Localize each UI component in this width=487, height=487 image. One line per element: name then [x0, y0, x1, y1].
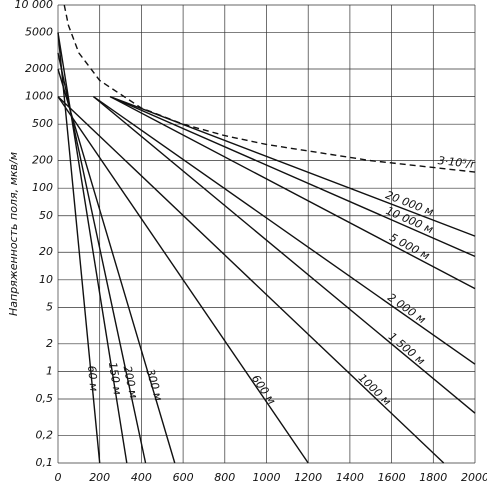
y-tick-label: 10 000	[15, 0, 54, 11]
y-tick-label: 100	[32, 181, 53, 194]
x-tick-label: 2000	[461, 471, 487, 484]
y-tick-label: 200	[32, 154, 53, 167]
x-tick-label: 200	[89, 471, 110, 484]
curve	[109, 95, 476, 258]
y-tick-label: 20	[39, 245, 53, 258]
curve-label: 600 м	[249, 373, 278, 407]
y-tick-label: 0,1	[36, 456, 54, 469]
curve	[92, 96, 476, 414]
curve	[57, 32, 128, 464]
x-tick-label: 1000	[253, 471, 281, 484]
y-tick-label: 2000	[25, 62, 53, 75]
x-tick-label: 800	[214, 471, 235, 484]
curve	[57, 96, 309, 464]
y-tick-label: 1000	[25, 90, 53, 103]
curve-label: 300 м	[143, 367, 165, 402]
y-tick-label: 10	[39, 273, 53, 286]
y-tick-label: 2	[46, 337, 53, 350]
curve	[57, 52, 147, 464]
x-tick-label: 0	[55, 471, 62, 484]
y-tick-label: 0,2	[36, 428, 54, 441]
curve-label: 60 м	[85, 365, 100, 392]
curve-label: 150 м	[106, 361, 124, 395]
x-tick-label: 1400	[336, 471, 364, 484]
curve-label: 200 м	[121, 365, 141, 400]
y-tick-label: 50	[39, 209, 53, 222]
y-tick-label: 1	[46, 364, 53, 377]
x-tick-label: 400	[131, 471, 152, 484]
curve-label: 1 500 м	[386, 330, 428, 368]
y-tick-label: 0,5	[36, 392, 54, 405]
curve	[57, 68, 176, 464]
y-axis-label: Напряженность поля, мкв/м	[7, 152, 20, 316]
curve-label: 3·10⁵/r	[437, 154, 477, 171]
curve	[109, 95, 476, 290]
x-tick-label: 600	[173, 471, 194, 484]
y-tick-label: 5	[46, 300, 53, 313]
x-tick-label: 1600	[378, 471, 406, 484]
curve	[57, 32, 101, 464]
y-tick-label: 5000	[25, 26, 53, 39]
curve	[57, 96, 445, 464]
curve	[63, 4, 476, 173]
curve-label: 1000 м	[356, 371, 394, 408]
curve	[93, 96, 476, 365]
x-tick-label: 1200	[294, 471, 322, 484]
x-tick-label: 1800	[419, 471, 447, 484]
y-tick-label: 500	[32, 117, 53, 130]
curve	[109, 95, 476, 237]
